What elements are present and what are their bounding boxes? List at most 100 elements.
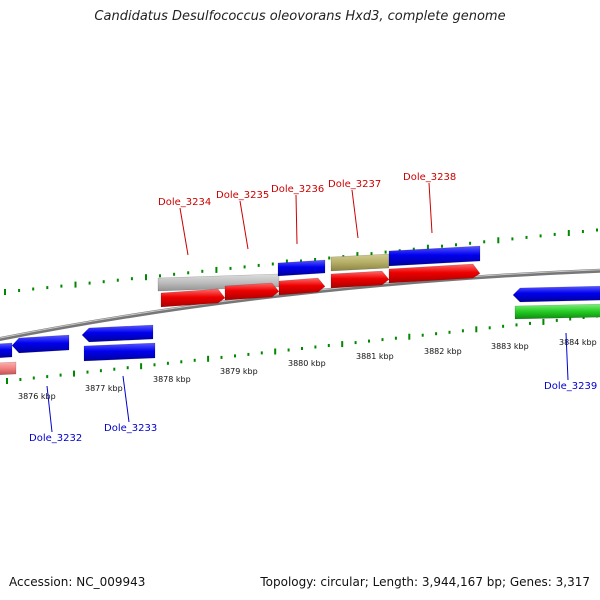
gene-label-dole-3233[interactable]: Dole_3233 bbox=[104, 423, 157, 434]
gene-feature-blue[interactable] bbox=[388, 245, 481, 267]
gene-label-dole-3238[interactable]: Dole_3238 bbox=[403, 172, 456, 183]
lower-tick bbox=[193, 358, 196, 362]
lower-tick bbox=[99, 369, 102, 373]
lower-tick bbox=[207, 355, 210, 362]
lower-tick bbox=[301, 347, 303, 350]
gene-feature-dole-3233[interactable] bbox=[83, 342, 156, 362]
gene-feature-blue[interactable] bbox=[81, 324, 154, 343]
lower-tick bbox=[6, 378, 8, 384]
lower-tick bbox=[260, 351, 263, 355]
lower-tick bbox=[180, 360, 183, 364]
gene-label-dole-3237[interactable]: Dole_3237 bbox=[328, 179, 381, 190]
gene-label-dole-3234[interactable]: Dole_3234 bbox=[158, 197, 211, 208]
gene-feature-dole-3232[interactable] bbox=[11, 334, 70, 354]
upper-tick bbox=[567, 230, 570, 236]
upper-tick bbox=[116, 278, 119, 282]
upper-tick bbox=[271, 262, 274, 266]
leader-line-dole-3239 bbox=[565, 332, 569, 381]
upper-tick bbox=[328, 256, 331, 260]
upper-tick bbox=[18, 289, 21, 292]
upper-tick bbox=[596, 228, 598, 232]
leader-line-dole-3236 bbox=[295, 194, 298, 245]
page-title: Candidatus Desulfococcus oleovorans Hxd3… bbox=[94, 9, 506, 24]
upper-tick bbox=[441, 244, 443, 248]
upper-tick bbox=[469, 241, 472, 245]
scale-label-3880: 3880 kbp bbox=[288, 359, 326, 368]
scale-label-3881: 3881 kbp bbox=[356, 352, 394, 361]
gene-feature-dole-3234[interactable] bbox=[160, 288, 226, 308]
accession-label: Accession: NC_009943 bbox=[9, 575, 146, 589]
lower-tick bbox=[113, 367, 116, 371]
lower-tick bbox=[234, 354, 236, 358]
upper-tick bbox=[229, 266, 232, 270]
gene-feature-blue-edge[interactable] bbox=[0, 342, 13, 359]
gene-label-dole-3235[interactable]: Dole_3235 bbox=[216, 190, 269, 201]
upper-tick bbox=[32, 287, 35, 291]
lower-tick bbox=[140, 363, 143, 370]
gene-label-dole-3236[interactable]: Dole_3236 bbox=[271, 184, 324, 195]
lower-tick bbox=[529, 321, 531, 325]
upper-tick bbox=[159, 274, 161, 278]
upper-tick bbox=[257, 263, 260, 267]
lower-tick bbox=[515, 323, 518, 327]
scale-label-3877: 3877 kbp bbox=[85, 384, 123, 393]
lower-tick bbox=[46, 375, 49, 379]
upper-tick bbox=[46, 286, 49, 290]
leader-line-dole-3232 bbox=[46, 385, 53, 433]
leader-line-dole-3233 bbox=[122, 375, 130, 423]
upper-tick bbox=[187, 271, 190, 275]
upper-tick bbox=[102, 280, 105, 284]
upper-tick bbox=[300, 259, 302, 263]
forward-gene-labels bbox=[179, 182, 433, 256]
lower-tick-row bbox=[6, 314, 598, 384]
lower-tick bbox=[166, 361, 169, 365]
lower-tick bbox=[314, 345, 317, 349]
lower-tick bbox=[461, 329, 464, 333]
gene-label-dole-3232[interactable]: Dole_3232 bbox=[29, 433, 82, 444]
scale-labels: 3876 kbp 3877 kbp 3878 kbp 3879 kbp 3880… bbox=[18, 338, 597, 401]
lower-tick bbox=[555, 318, 558, 322]
upper-tick bbox=[74, 281, 77, 288]
gene-feature-dole-3236[interactable] bbox=[278, 277, 326, 296]
gene-features bbox=[0, 245, 600, 376]
leader-line-dole-3237 bbox=[351, 189, 359, 239]
lower-tick bbox=[368, 339, 370, 343]
lower-tick bbox=[86, 370, 89, 374]
scale-label-3882: 3882 kbp bbox=[424, 347, 462, 356]
gene-feature-blue[interactable] bbox=[277, 259, 326, 277]
lower-tick bbox=[287, 348, 290, 352]
scale-label-3883: 3883 kbp bbox=[491, 342, 529, 351]
lower-tick bbox=[59, 373, 62, 377]
lower-tick bbox=[126, 366, 129, 370]
upper-tick bbox=[497, 237, 500, 244]
gene-feature-dole-3239[interactable] bbox=[514, 303, 600, 320]
upper-tick bbox=[581, 230, 584, 233]
gene-label-dole-3239[interactable]: Dole_3239 bbox=[544, 381, 597, 392]
lower-tick bbox=[341, 341, 344, 348]
lower-tick bbox=[448, 330, 451, 334]
lower-tick bbox=[582, 316, 585, 319]
upper-tick bbox=[201, 269, 204, 273]
upper-tick bbox=[243, 265, 246, 269]
scale-label-3876: 3876 kbp bbox=[18, 392, 56, 401]
lower-tick bbox=[435, 332, 438, 336]
lower-tick bbox=[542, 318, 545, 325]
gene-feature-dole-3235[interactable] bbox=[224, 282, 280, 301]
gene-feature-pink[interactable] bbox=[0, 361, 17, 376]
lower-tick bbox=[32, 376, 35, 380]
lower-tick bbox=[475, 326, 478, 333]
leader-line-dole-3234 bbox=[179, 207, 189, 256]
lower-tick bbox=[354, 341, 357, 345]
leader-line-dole-3235 bbox=[239, 200, 249, 250]
upper-tick bbox=[88, 281, 91, 285]
gene-feature-dole-3238[interactable] bbox=[388, 263, 481, 284]
scale-label-3884: 3884 kbp bbox=[559, 338, 597, 347]
lower-tick bbox=[394, 336, 397, 340]
upper-tick bbox=[314, 258, 317, 261]
gene-feature-blue[interactable] bbox=[512, 285, 600, 303]
upper-tick bbox=[215, 266, 218, 273]
gene-feature-olive[interactable] bbox=[330, 253, 390, 272]
gene-feature-dole-3237[interactable] bbox=[330, 270, 390, 289]
lower-tick bbox=[73, 370, 75, 377]
